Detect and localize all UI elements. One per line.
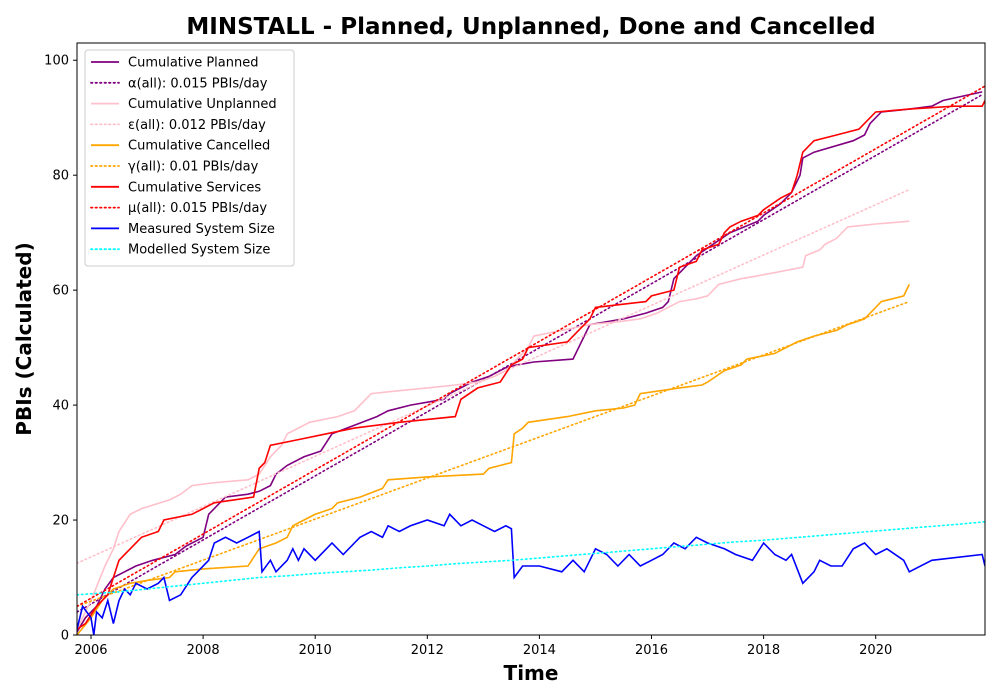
x-tick-label: 2006 [74,643,107,658]
legend-label-measured-system-size: Measured System Size [128,222,275,237]
series-line-all-0-015-pbis-day [77,93,984,613]
series-line-cumulative-unplanned [77,220,910,630]
legend-label-cumulative-cancelled: Cumulative Cancelled [128,139,270,154]
legend-label-all-0-01-pbis-day: γ(all): 0.01 PBIs/day [128,160,259,175]
plot-area [77,85,985,635]
legend-label-cumulative-services: Cumulative Services [128,180,261,195]
y-tick-label: 60 [52,284,69,299]
plot-frame [76,42,986,636]
legend-label-cumulative-unplanned: Cumulative Unplanned [128,97,277,112]
legend-label-all-0-015-pbis-day: μ(all): 0.015 PBIs/day [128,201,267,216]
y-axis-label: PBIs (Calculated) [12,242,36,435]
y-tick-label: 100 [44,54,69,69]
series-line-all-0-01-pbis-day [77,300,911,608]
series-line-cumulative-cancelled [77,284,911,635]
series-line-all-0-015-pbis-day [77,85,985,608]
legend-label-all-0-015-pbis-day: α(all): 0.015 PBIs/day [128,76,268,91]
series-line-modelled-system-size [77,520,985,596]
legend-label-cumulative-planned: Cumulative Planned [128,56,258,71]
series-line-all-0-012-pbis-day [77,188,911,565]
x-tick-label: 2014 [523,643,556,658]
x-tick-label: 2018 [747,643,780,658]
y-tick-label: 0 [61,629,69,644]
y-tick-label: 20 [52,514,69,529]
x-tick-label: 2016 [635,643,668,658]
legend: Cumulative Planned α(all): 0.015 PBIs/day… [84,49,295,267]
legend-box [84,49,295,267]
legend-label-all-0-012-pbis-day: ε(all): 0.012 PBIs/day [128,118,266,133]
legend-label-modelled-system-size: Modelled System Size [128,243,270,258]
x-tick-label: 2008 [187,643,220,658]
series-line-measured-system-size [77,512,985,635]
x-tick-label: 2020 [859,643,892,658]
chart-title: MINSTALL - Planned, Unplanned, Done and … [186,14,875,40]
y-tick-label: 80 [52,169,69,184]
y-axis-ticks: 0 20 40 60 80 100 [44,54,77,644]
y-tick-label: 40 [52,399,69,414]
x-tick-label: 2012 [411,643,444,658]
x-axis-label: Time [504,661,559,685]
x-axis-ticks: 2006 2008 2010 2012 2014 2016 2018 2020 [74,635,892,658]
series-line-cumulative-services [77,100,985,630]
x-tick-label: 2010 [299,643,332,658]
